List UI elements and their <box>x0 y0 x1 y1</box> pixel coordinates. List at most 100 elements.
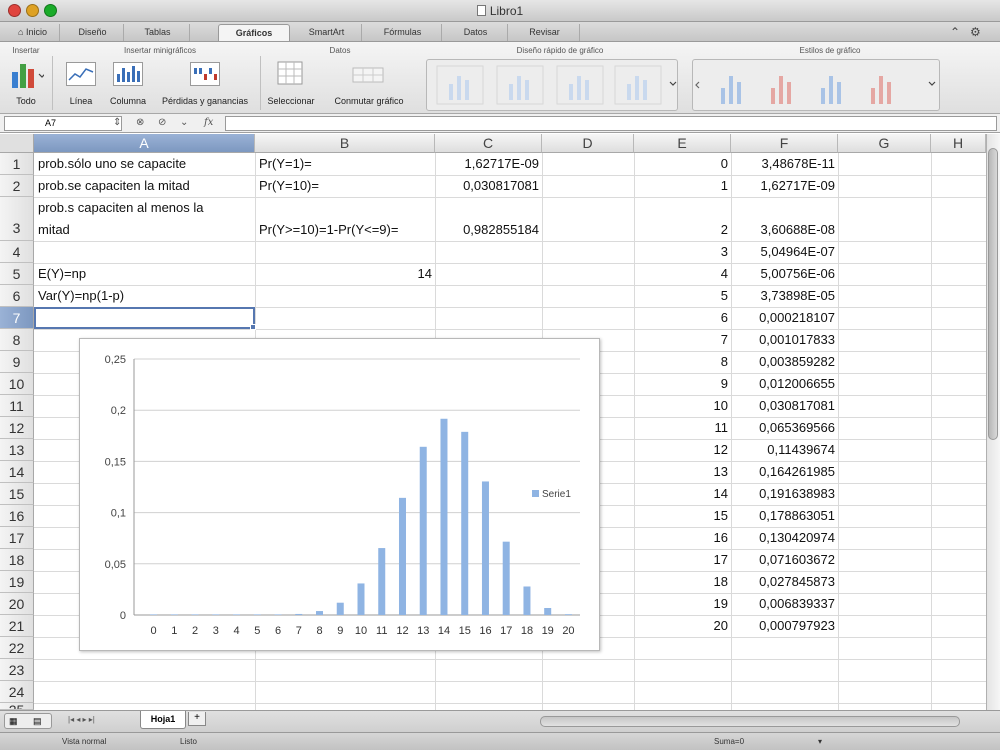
name-box-stepper-icon[interactable]: ⇕ <box>113 117 122 128</box>
tab-datos[interactable]: Datos <box>444 24 508 41</box>
tab-inicio[interactable]: ⌂ Inicio <box>6 24 60 41</box>
cell-f-probability[interactable]: 0,027845873 <box>759 574 835 589</box>
cell-e-k[interactable]: 17 <box>713 552 728 567</box>
cell-e-k[interactable]: 20 <box>713 618 728 633</box>
cell-c3[interactable]: 0,982855184 <box>463 222 539 237</box>
sum-display[interactable]: Suma=0 <box>714 737 745 746</box>
binomial-bar-chart[interactable]: 0 0,05 0,1 0,15 0,2 0,25 0 1 2 3 4 5 6 7 8 9 10 11 12 13 14 1… <box>79 338 600 651</box>
close-window-button[interactable] <box>8 4 21 17</box>
cell-f-probability[interactable]: 0,000218107 <box>759 310 835 325</box>
cell-a6[interactable]: Var(Y)=np(1-p) <box>38 288 125 303</box>
cell-e-k[interactable]: 2 <box>720 222 728 237</box>
cell-f-probability[interactable]: 0,191638983 <box>759 486 835 501</box>
collapse-ribbon-icon[interactable]: ⌃ <box>950 25 961 39</box>
row-header-23[interactable]: 23 <box>0 659 34 681</box>
row-header-5[interactable]: 5 <box>0 263 34 285</box>
cell-f-probability[interactable]: 5,00756E-06 <box>760 266 835 281</box>
fx-icon[interactable]: fx <box>204 117 214 128</box>
minimize-window-button[interactable] <box>26 4 39 17</box>
add-sheet-button[interactable]: + <box>188 712 206 726</box>
cell-b5[interactable]: 14 <box>417 266 432 281</box>
cell-f-probability[interactable]: 1,62717E-09 <box>760 178 835 193</box>
cell-f-probability[interactable]: 0,164261985 <box>759 464 835 479</box>
tab-smartart[interactable]: SmartArt <box>292 24 362 41</box>
gear-icon[interactable]: ⚙ <box>970 25 981 39</box>
vertical-scroll-thumb[interactable] <box>988 148 998 440</box>
formula-input[interactable] <box>225 116 997 131</box>
row-header-18[interactable]: 18 <box>0 549 34 571</box>
accept-formula-icon[interactable]: ⊘ <box>158 117 167 128</box>
row-header-3[interactable]: 3 <box>0 197 34 241</box>
row-header-16[interactable]: 16 <box>0 505 34 527</box>
cell-b2[interactable]: Pr(Y=10)= <box>259 178 319 193</box>
row-header-13[interactable]: 13 <box>0 439 34 461</box>
quick-layout-gallery[interactable] <box>426 59 678 111</box>
row-header-21[interactable]: 21 <box>0 615 34 637</box>
cell-e-k[interactable]: 5 <box>720 288 728 303</box>
cell-a1[interactable]: prob.sólo uno se capacite <box>38 156 187 171</box>
cell-f-probability[interactable]: 0,012006655 <box>759 376 835 391</box>
cell-f-probability[interactable]: 0,130420974 <box>759 530 835 545</box>
linea-sparkline-button[interactable]: Línea <box>60 58 102 110</box>
view-buttons[interactable]: ▦ ▤ <box>4 713 52 729</box>
cell-f-probability[interactable]: 0,065369566 <box>759 420 835 435</box>
cell-f-probability[interactable]: 0,030817081 <box>759 398 835 413</box>
cell-f-probability[interactable]: 3,73898E-05 <box>760 288 835 303</box>
column-header-b[interactable]: B <box>255 134 435 153</box>
column-header-h[interactable]: H <box>931 134 986 153</box>
row-header-1[interactable]: 1 <box>0 153 34 175</box>
horizontal-scroll-thumb[interactable] <box>540 716 960 727</box>
cell-e-k[interactable]: 9 <box>720 376 728 391</box>
row-header-4[interactable]: 4 <box>0 241 34 263</box>
cell-e-k[interactable]: 4 <box>720 266 728 281</box>
cell-e-k[interactable]: 12 <box>713 442 728 457</box>
cell-b1[interactable]: Pr(Y=1)= <box>259 156 312 171</box>
tab-tablas[interactable]: Tablas <box>126 24 190 41</box>
cell-f-probability[interactable]: 0,000797923 <box>759 618 835 633</box>
row-header-2[interactable]: 2 <box>0 175 34 197</box>
cell-a2[interactable]: prob.se capaciten la mitad <box>38 178 190 193</box>
tab-revisar[interactable]: Revisar <box>510 24 580 41</box>
cell-c1[interactable]: 1,62717E-09 <box>464 156 539 171</box>
active-cell-a7[interactable] <box>34 307 255 329</box>
normal-view-icon[interactable]: ▦ <box>9 716 18 726</box>
cell-e-k[interactable]: 18 <box>713 574 728 589</box>
tab-diseno[interactable]: Diseño <box>62 24 124 41</box>
cell-e-k[interactable]: 6 <box>720 310 728 325</box>
fill-handle[interactable] <box>250 324 256 330</box>
cell-f-probability[interactable]: 3,60688E-08 <box>760 222 835 237</box>
cell-f-probability[interactable]: 0,071603672 <box>759 552 835 567</box>
cell-c2[interactable]: 0,030817081 <box>463 178 539 193</box>
row-header-22[interactable]: 22 <box>0 637 34 659</box>
sum-dropdown-icon[interactable]: ▾ <box>818 737 823 746</box>
cell-f-probability[interactable]: 0,001017833 <box>759 332 835 347</box>
cell-f-probability[interactable]: 0,006839337 <box>759 596 835 611</box>
cell-f-probability[interactable]: 5,04964E-07 <box>760 244 835 259</box>
sheet-tab-hoja1[interactable]: Hoja1 <box>140 711 186 729</box>
row-header-7[interactable]: 7 <box>0 307 34 329</box>
cell-f-probability[interactable]: 0,178863051 <box>759 508 835 523</box>
cell-e-k[interactable]: 19 <box>713 596 728 611</box>
row-header-24[interactable]: 24 <box>0 681 34 703</box>
row-header-17[interactable]: 17 <box>0 527 34 549</box>
perdidas-ganancias-button[interactable]: Pérdidas y ganancias <box>154 58 256 110</box>
tab-formulas[interactable]: Fórmulas <box>364 24 442 41</box>
tab-graficos[interactable]: Gráficos <box>218 24 290 41</box>
cell-b3[interactable]: Pr(Y>=10)=1-Pr(Y<=9)= <box>259 222 399 237</box>
cell-e-k[interactable]: 15 <box>713 508 728 523</box>
row-header-12[interactable]: 12 <box>0 417 34 439</box>
row-header-14[interactable]: 14 <box>0 461 34 483</box>
cell-e-k[interactable]: 13 <box>713 464 728 479</box>
row-header-11[interactable]: 11 <box>0 395 34 417</box>
cell-e-k[interactable]: 10 <box>713 398 728 413</box>
cell-e-k[interactable]: 0 <box>720 156 728 171</box>
name-box[interactable]: A7 <box>4 116 122 131</box>
row-header-9[interactable]: 9 <box>0 351 34 373</box>
cancel-formula-icon[interactable]: ⊗ <box>136 117 145 128</box>
row-header-15[interactable]: 15 <box>0 483 34 505</box>
columna-sparkline-button[interactable]: Columna <box>104 58 152 110</box>
cell-e-k[interactable]: 11 <box>714 420 729 435</box>
row-header-25[interactable]: 25 <box>0 703 34 710</box>
cell-e-k[interactable]: 3 <box>720 244 728 259</box>
row-header-10[interactable]: 10 <box>0 373 34 395</box>
